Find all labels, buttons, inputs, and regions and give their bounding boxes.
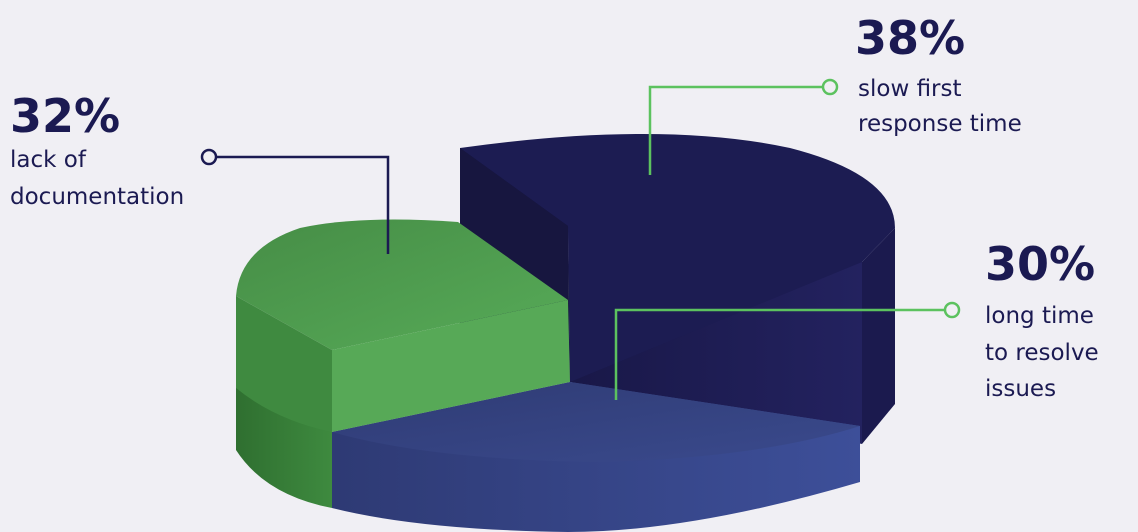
leader-slow-first-response (648, 78, 839, 175)
label-group-long-time-resolve: 30% long time to resolve issues (985, 237, 1099, 402)
leader-lack-of-documentation (200, 148, 390, 254)
label-group-lack-of-documentation: 32% lack of documentation (10, 89, 184, 210)
label-lack-of-documentation-line-2: documentation (10, 184, 184, 210)
label-slow-first-response-line-2: response time (858, 111, 1022, 137)
percent-label-long-time-resolve: 30% (985, 237, 1095, 291)
label-long-time-resolve-line-3: issues (985, 376, 1056, 402)
label-long-time-resolve-line-1: long time (985, 303, 1094, 329)
pie-slice-lack-of-documentation (236, 219, 570, 508)
label-group-slow-first-response: 38% slow first response time (855, 11, 1022, 137)
pie-slice-long-time-resolve (332, 382, 860, 532)
leader-long-time-resolve (614, 301, 961, 400)
percent-label-lack-of-documentation: 32% (10, 89, 120, 143)
label-slow-first-response-line-1: slow first (858, 76, 962, 102)
percent-label-slow-first-response: 38% (855, 11, 965, 65)
label-lack-of-documentation-line-1: lack of (10, 147, 87, 173)
label-long-time-resolve-line-2: to resolve (985, 340, 1099, 366)
